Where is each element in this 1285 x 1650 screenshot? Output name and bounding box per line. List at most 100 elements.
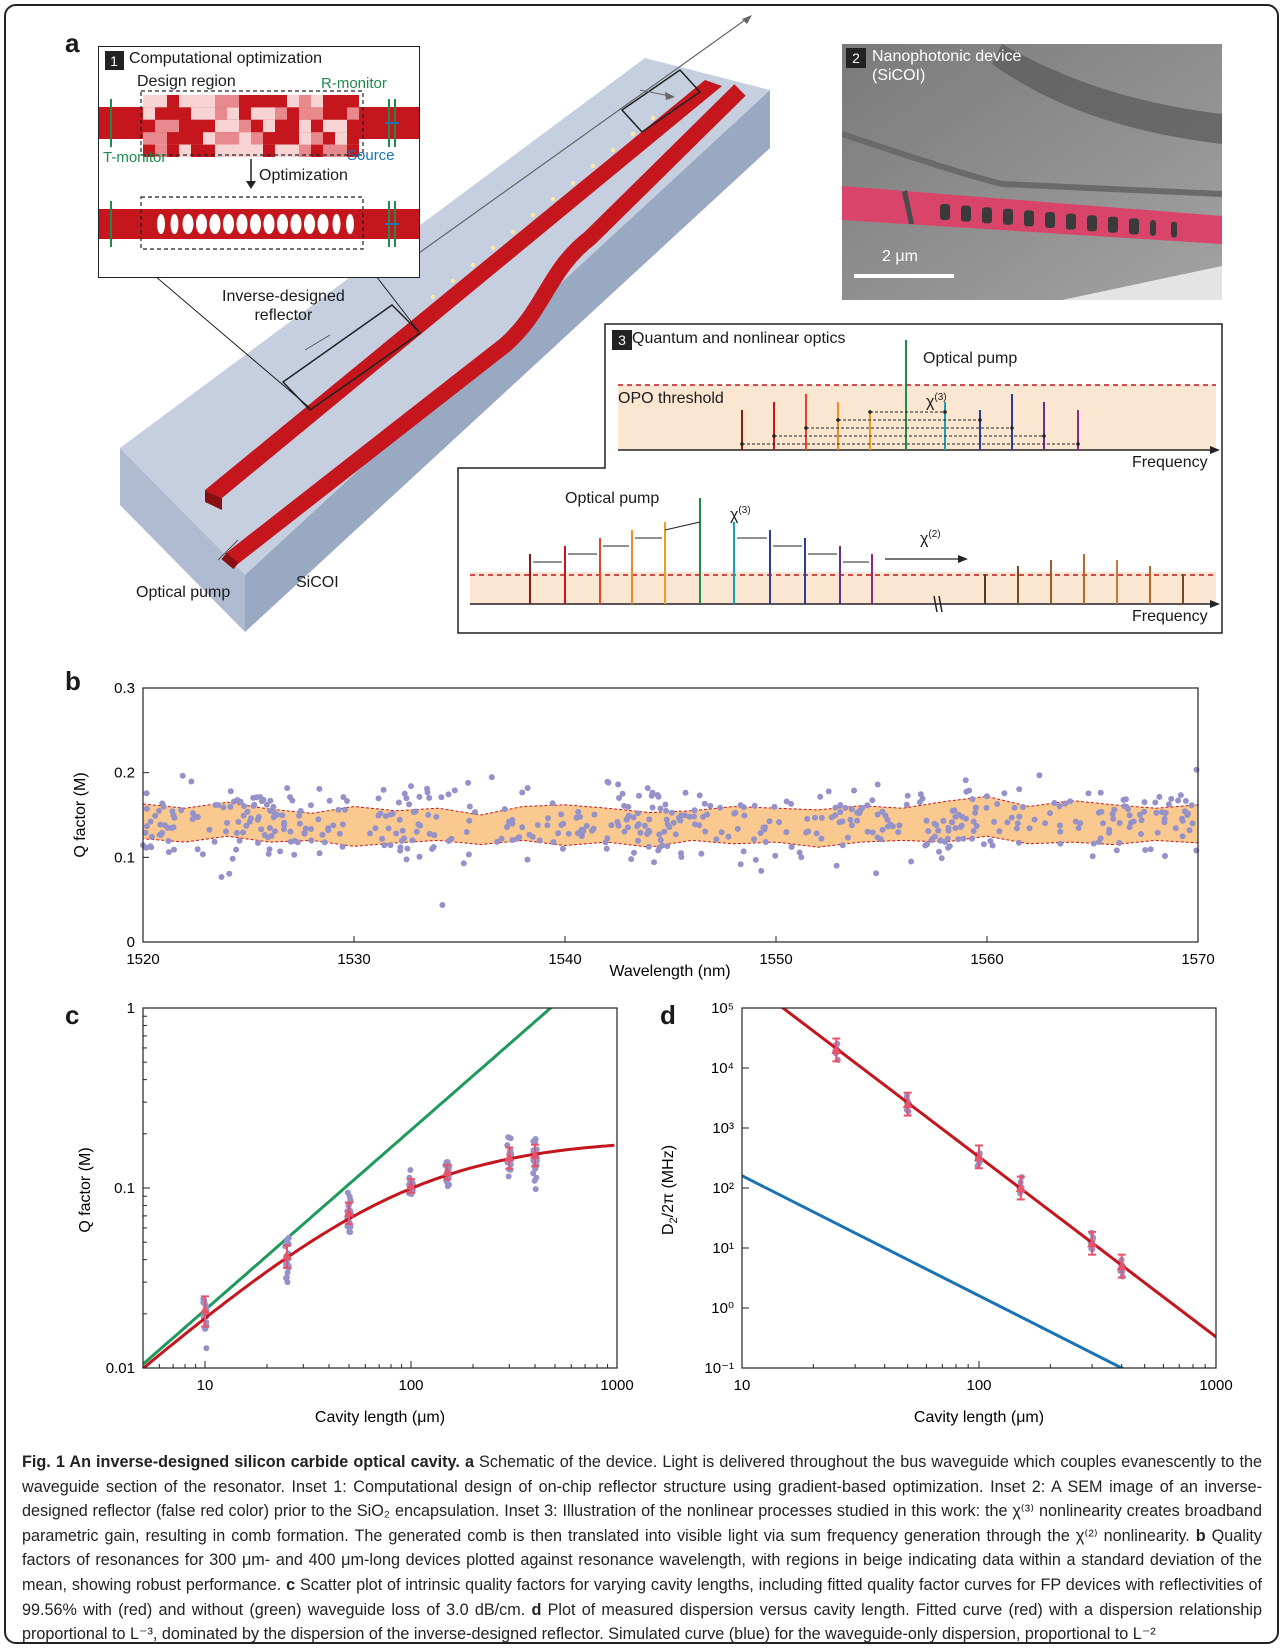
design-pixel	[299, 107, 311, 120]
sem-hole	[1003, 208, 1013, 225]
chart-b-point	[619, 790, 626, 797]
chart-b-point	[381, 842, 388, 849]
chart-b-point	[1189, 820, 1196, 827]
chart-b-point	[713, 836, 720, 843]
chart-b-point	[241, 803, 248, 809]
chart-b-point	[445, 838, 452, 844]
optimized-hole	[263, 214, 275, 234]
design-pixel	[287, 132, 299, 145]
optical-pump-label: Optical pump	[136, 584, 231, 601]
design-pixel	[227, 144, 239, 157]
chart-b-point	[873, 870, 880, 877]
optical-pump-lower: Optical pump	[565, 490, 660, 507]
chart-b-point	[962, 777, 969, 784]
chart-b-point	[403, 856, 410, 863]
chart-b-point	[854, 817, 861, 824]
chart-b-point	[519, 789, 526, 796]
chart-b-point	[396, 816, 403, 823]
chart-b-point	[372, 825, 379, 832]
chart-b-point	[156, 831, 163, 838]
design-pixel	[155, 132, 167, 145]
chart-b-point	[148, 833, 155, 840]
chart-b-point	[409, 837, 416, 844]
design-pixel	[179, 107, 191, 120]
chart-b-point	[955, 836, 962, 843]
chart-b-point	[1097, 789, 1104, 796]
chart-b-point	[634, 810, 641, 817]
chart-b-point	[157, 821, 164, 828]
chart-b-point	[220, 804, 227, 811]
chart-b-point	[524, 785, 531, 791]
chart-b-point	[657, 805, 664, 812]
chart-b-point	[1100, 820, 1106, 827]
chart-b-point	[266, 825, 273, 831]
chart-b-point	[949, 819, 955, 826]
panel-letter-a: a	[65, 28, 80, 58]
optimized-hole	[209, 214, 221, 234]
panel-letter-c: c	[65, 1000, 80, 1030]
design-pixel	[287, 107, 299, 120]
chart-b-point	[393, 830, 400, 837]
upper-pair-dot	[1076, 442, 1080, 446]
caption-d-letter: d	[531, 1600, 542, 1619]
chart-b-point	[379, 835, 386, 842]
chart-b-point	[970, 828, 977, 834]
chart-b-point	[851, 787, 857, 794]
chart-b-point	[575, 808, 582, 815]
chart-b-point	[1154, 829, 1161, 836]
chart-b-point	[516, 834, 523, 841]
design-pixel	[323, 107, 335, 120]
caption-d-text: Plot of measured dispersion versus cavit…	[22, 1600, 1262, 1644]
design-pixel	[275, 107, 287, 120]
chart-b-point	[628, 856, 635, 863]
design-pixel	[275, 144, 287, 157]
chart-b-point	[837, 809, 844, 815]
chart-b-point	[321, 839, 328, 846]
chart-b-point	[147, 818, 154, 825]
sem-hole	[1087, 215, 1097, 232]
design-pixel	[143, 95, 155, 108]
chart-b-point	[631, 849, 637, 856]
chart-b-point	[925, 828, 932, 835]
chart-c-green-fit	[143, 1008, 553, 1366]
chart-b-point	[235, 797, 242, 804]
chart-b-point	[656, 831, 663, 838]
design-pixel	[191, 107, 203, 120]
chart-b-point	[874, 781, 881, 788]
chart-b-point	[143, 805, 150, 812]
chart-b-point	[1126, 824, 1133, 831]
chart-b-point	[307, 802, 314, 809]
chart-b-point	[326, 797, 333, 804]
chart-b-point	[549, 800, 556, 807]
chart-b-point	[734, 825, 741, 832]
chart-b-point	[737, 802, 744, 809]
design-pixel	[263, 107, 275, 120]
chart-b-point	[142, 829, 149, 836]
chart-b-point	[691, 813, 698, 820]
chart-b-point	[143, 823, 150, 830]
design-pixel	[143, 107, 155, 120]
reflector-label-line2: reflector	[254, 307, 313, 324]
chart-b-point	[877, 836, 884, 843]
caption-fig-label: Fig. 1 An inverse-designed silicon carbi…	[22, 1453, 460, 1471]
chart-b-point	[243, 822, 250, 829]
chart-b-point	[555, 830, 562, 837]
chart-b-point	[406, 801, 413, 808]
source-label: Source	[347, 147, 395, 164]
chart-b-point	[696, 792, 703, 799]
design-pixel	[215, 119, 227, 133]
chart-b-point	[929, 835, 936, 842]
chart-b-point	[189, 816, 196, 823]
upper-pair-dot	[868, 410, 872, 414]
chart-c-point	[505, 1173, 512, 1180]
caption-b-text: Quality factors of resonances for 300 μm…	[22, 1526, 1262, 1594]
chart-b-ylabel: Q factor (M)	[72, 772, 89, 857]
chart-b-point	[340, 794, 347, 801]
chart-b-point	[1116, 820, 1123, 826]
chart-b-point	[842, 804, 849, 811]
chart-b-point	[630, 814, 637, 821]
optimized-hole	[290, 214, 302, 234]
chart-b-point	[165, 838, 172, 844]
lower-band	[470, 572, 1216, 604]
chart-b-point	[848, 822, 855, 829]
